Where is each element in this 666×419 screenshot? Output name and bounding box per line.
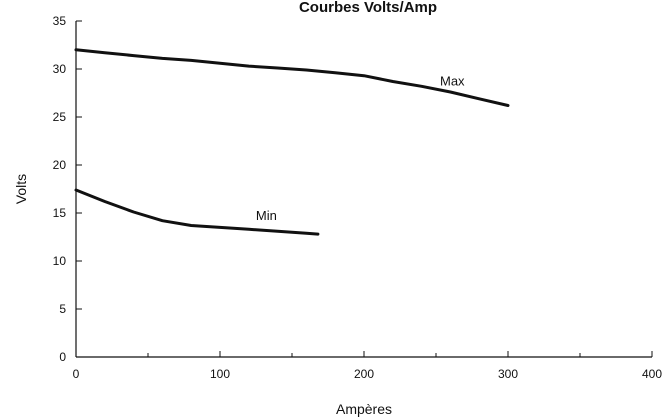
- series-line-min: [74, 188, 320, 236]
- y-tick-label: 20: [53, 158, 67, 172]
- series-line-max: [74, 48, 510, 107]
- y-tick-label: 0: [59, 350, 66, 364]
- x-tick-label: 0: [73, 367, 80, 381]
- y-tick-label: 15: [53, 206, 67, 220]
- x-tick-label: 400: [642, 367, 662, 381]
- y-tick-label: 30: [53, 62, 67, 76]
- chart-title: Courbes Volts/Amp: [299, 0, 437, 16]
- x-tick-label: 200: [354, 367, 374, 381]
- x-ticks: 0 100 200 300 400: [73, 351, 662, 381]
- x-tick-label: 100: [210, 367, 230, 381]
- series-label-max: Max: [440, 73, 465, 88]
- series-layer: Max Min: [74, 48, 510, 236]
- axes: [75, 21, 652, 358]
- y-tick-label: 25: [53, 110, 67, 124]
- y-axis-title: Volts: [13, 174, 29, 204]
- y-tick-label: 10: [53, 254, 67, 268]
- y-tick-label: 5: [59, 302, 66, 316]
- x-axis-title: Ampères: [336, 401, 392, 417]
- y-ticks: 0 5 10 15 20 25 30 35: [53, 14, 82, 364]
- x-tick-label: 300: [498, 367, 518, 381]
- y-tick-label: 35: [53, 14, 67, 28]
- series-label-min: Min: [256, 208, 277, 223]
